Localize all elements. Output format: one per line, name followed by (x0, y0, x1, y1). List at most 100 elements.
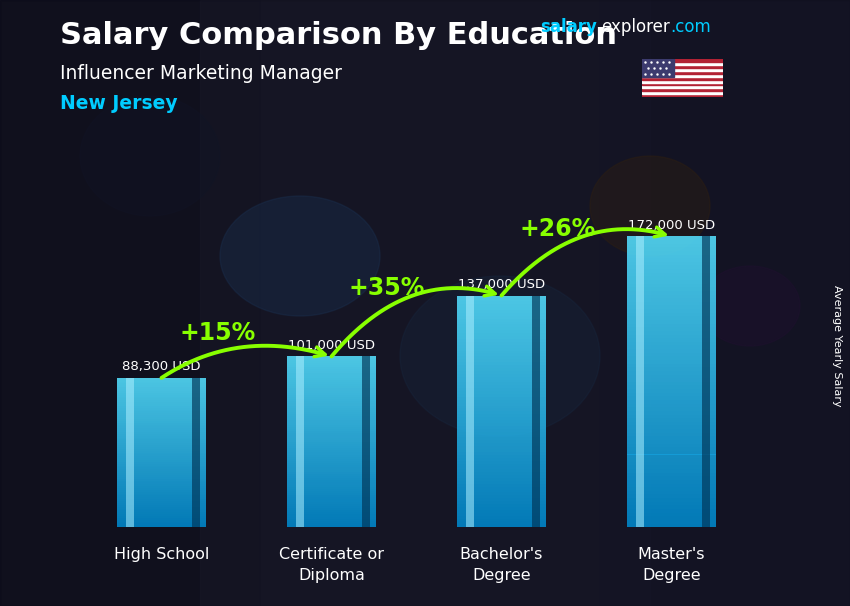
Bar (457, 431, 546, 435)
Bar (117, 477, 206, 479)
Bar (457, 394, 546, 397)
Ellipse shape (400, 276, 600, 436)
Bar (457, 495, 546, 498)
Bar (627, 487, 716, 491)
Bar (287, 416, 376, 418)
Bar (457, 478, 546, 481)
Bar (532, 296, 540, 527)
Bar (287, 461, 376, 463)
Bar (627, 480, 716, 484)
Bar (287, 388, 376, 391)
Bar (457, 504, 546, 507)
Bar (287, 506, 376, 508)
Bar (627, 240, 716, 244)
Bar (627, 338, 716, 342)
Bar (287, 493, 376, 495)
Bar (627, 436, 716, 440)
Bar (117, 430, 206, 432)
Bar (200, 0, 650, 606)
Bar (627, 280, 716, 284)
Bar (117, 404, 206, 406)
Bar (287, 454, 376, 457)
Bar (627, 364, 716, 367)
Bar (627, 444, 716, 447)
Bar (627, 284, 716, 287)
Bar (627, 291, 716, 295)
Bar (0, 0, 260, 606)
Bar (627, 462, 716, 465)
Text: explorer: explorer (601, 18, 670, 36)
Bar (287, 365, 376, 367)
Bar (117, 415, 206, 417)
Bar (117, 389, 206, 391)
Bar (642, 79, 722, 82)
Text: .com: .com (671, 18, 711, 36)
Bar (287, 404, 376, 405)
Bar (627, 313, 716, 316)
Bar (117, 427, 206, 428)
Bar (117, 456, 206, 458)
Bar (287, 386, 376, 388)
Bar (457, 452, 546, 455)
Bar (287, 438, 376, 440)
Bar (457, 435, 546, 438)
Text: 88,300 USD: 88,300 USD (122, 360, 201, 373)
Bar (457, 441, 546, 443)
Bar (287, 474, 376, 476)
Bar (287, 371, 376, 373)
Bar (627, 371, 716, 375)
Bar (627, 258, 716, 262)
Bar (287, 397, 376, 399)
Bar (287, 427, 376, 429)
Bar (457, 429, 546, 431)
Bar (457, 516, 546, 519)
Bar (457, 342, 546, 345)
Bar (117, 385, 206, 387)
Bar (287, 525, 376, 527)
Ellipse shape (590, 156, 710, 256)
Bar (627, 302, 716, 305)
Bar (457, 408, 546, 411)
Bar (627, 353, 716, 356)
Bar (627, 356, 716, 360)
Bar (117, 447, 206, 449)
Bar (627, 458, 716, 462)
Bar (117, 491, 206, 494)
Bar (287, 391, 376, 393)
Bar (627, 447, 716, 451)
Bar (627, 451, 716, 454)
Bar (287, 450, 376, 453)
Bar (457, 382, 546, 385)
Bar (117, 384, 206, 385)
Bar (457, 313, 546, 316)
Bar (117, 458, 206, 460)
Bar (457, 298, 546, 301)
Bar (287, 487, 376, 489)
Bar (117, 411, 206, 413)
Bar (117, 398, 206, 401)
Bar (457, 524, 546, 527)
Bar (287, 395, 376, 397)
Bar (627, 320, 716, 324)
Bar (457, 385, 546, 388)
Bar (117, 514, 206, 516)
Bar (362, 356, 370, 527)
Bar (457, 348, 546, 350)
Bar (287, 514, 376, 516)
Bar (457, 415, 546, 417)
Bar (117, 423, 206, 425)
Bar (627, 375, 716, 378)
Bar (457, 438, 546, 441)
Bar (117, 439, 206, 441)
Bar (457, 330, 546, 333)
Bar (627, 465, 716, 469)
Bar (457, 519, 546, 521)
Bar (457, 327, 546, 330)
Bar (117, 512, 206, 514)
Bar (642, 59, 674, 77)
Bar (117, 395, 206, 396)
Bar (457, 316, 546, 319)
Bar (457, 449, 546, 452)
Bar (287, 425, 376, 427)
Bar (287, 408, 376, 410)
